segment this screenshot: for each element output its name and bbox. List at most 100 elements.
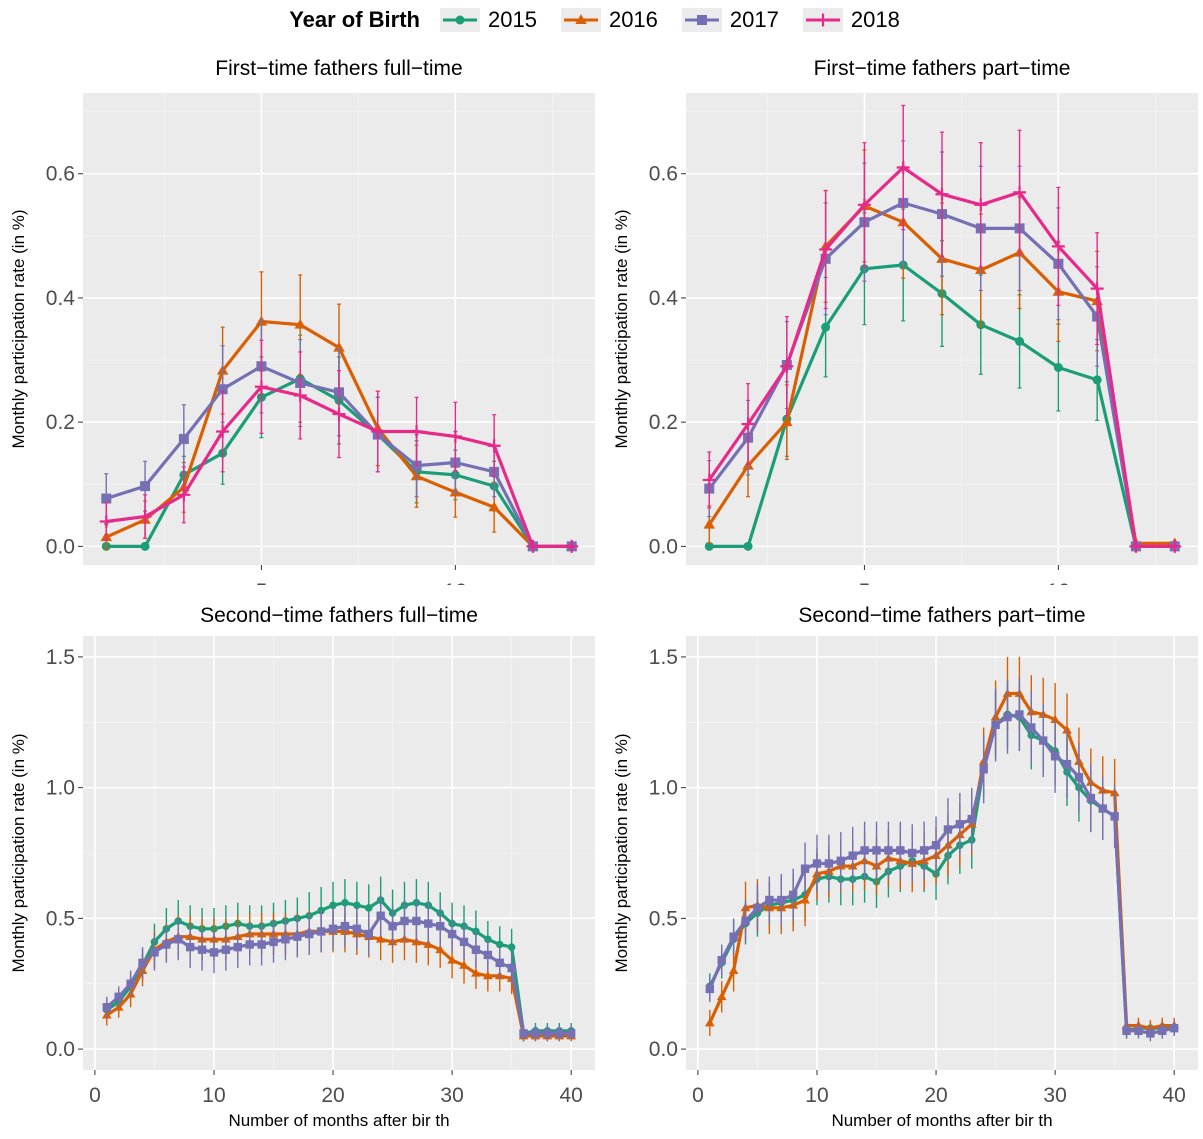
legend-label-2015: 2015: [488, 7, 537, 32]
data-point: [333, 341, 345, 352]
data-point: [780, 359, 794, 373]
data-point: [872, 846, 881, 855]
x-tick-label: 5: [859, 580, 871, 585]
x-tick-label: 40: [560, 1084, 583, 1107]
data-point: [1013, 185, 1027, 199]
data-point: [896, 161, 910, 175]
chart-panel-first-part: First−time fathers part−time 0.0 0.2 0.4 0.6…: [612, 57, 1198, 585]
data-point: [329, 901, 337, 910]
data-point: [974, 198, 988, 212]
data-point: [471, 968, 481, 977]
data-point: [435, 944, 446, 954]
y-axis-label: Monthly participation rate (in %): [612, 209, 631, 448]
legend-item-2018: 2018: [802, 7, 900, 33]
data-point: [376, 911, 385, 920]
data-point: [1122, 1026, 1131, 1035]
y-axis-label: Monthly participation rate (in %): [9, 209, 28, 448]
y-tick-label: 0.0: [46, 535, 75, 558]
panel-title: Second−time fathers full−time: [200, 604, 478, 627]
x-tick-label: 5: [256, 580, 268, 585]
y-tick-label: 1.5: [46, 646, 75, 669]
legend-key-2016: [560, 8, 601, 32]
data-point: [836, 856, 845, 866]
data-point: [1129, 539, 1143, 553]
data-point: [566, 1029, 576, 1038]
legend-key-2015: [440, 8, 480, 32]
data-point: [209, 948, 219, 957]
x-tick-label: 10: [202, 1084, 225, 1107]
data-point: [114, 992, 123, 1001]
series-line: [105, 898, 572, 1035]
data-point: [412, 916, 421, 926]
data-point: [919, 846, 929, 855]
y-tick-label: 1.0: [649, 777, 678, 800]
series-2018: [99, 339, 579, 553]
data-point: [294, 318, 306, 329]
data-point: [352, 924, 362, 934]
data-point: [483, 950, 493, 960]
data-point: [1050, 714, 1060, 724]
data-point: [821, 322, 831, 332]
data-point: [824, 859, 834, 868]
data-point: [819, 243, 833, 257]
legend-item-2015: 2015: [440, 7, 537, 33]
data-point: [400, 916, 409, 926]
data-point: [410, 424, 424, 438]
data-point: [1110, 812, 1119, 821]
data-point: [487, 439, 501, 453]
data-point: [254, 380, 268, 394]
data-point: [728, 965, 739, 975]
data-point: [459, 960, 469, 969]
data-point: [1003, 712, 1012, 722]
data-point: [126, 979, 135, 988]
data-point: [1062, 725, 1072, 734]
data-point: [931, 840, 941, 850]
legend-label-2017: 2017: [729, 7, 779, 32]
x-tick-label: 10: [805, 1084, 828, 1107]
chart-panel-second-full: Second−time fathers full−time 0.0 0.5 1.0 1.…: [9, 604, 595, 1130]
data-point: [233, 942, 242, 952]
data-point: [717, 955, 726, 965]
data-point: [741, 916, 750, 926]
series-line: [105, 914, 572, 1035]
data-point: [436, 922, 445, 931]
data-point: [340, 922, 350, 931]
data-point: [955, 820, 965, 829]
data-point: [1027, 723, 1036, 732]
data-point: [896, 846, 905, 855]
legend-key-2018: [802, 8, 843, 32]
y-axis-label: Monthly participation rate (in %): [612, 733, 631, 972]
data-point: [140, 541, 150, 551]
data-point: [245, 940, 254, 949]
data-point: [221, 945, 231, 954]
data-point: [967, 814, 976, 824]
data-point: [1086, 793, 1096, 803]
y-tick-label: 0.6: [649, 163, 678, 186]
data-point: [364, 929, 373, 939]
legend-key-marker: [816, 13, 830, 27]
x-tick-label: 10: [1047, 580, 1070, 585]
series-2017: [102, 894, 576, 1042]
data-point: [140, 481, 151, 492]
data-point: [447, 929, 457, 939]
data-point: [860, 846, 869, 855]
data-point: [507, 943, 516, 951]
data-point: [800, 895, 810, 904]
data-point: [526, 539, 540, 553]
series-line: [708, 691, 1175, 1030]
y-tick-label: 1.0: [46, 777, 75, 800]
data-point: [1015, 336, 1025, 346]
legend-key-marker: [696, 15, 707, 25]
data-point: [729, 932, 738, 941]
x-axis-label: Number of months after bir th: [228, 1111, 449, 1130]
x-tick-label: 40: [1163, 1084, 1186, 1107]
data-point: [471, 945, 481, 954]
data-point: [781, 416, 793, 427]
panel-title: First−time fathers full−time: [215, 57, 462, 80]
data-point: [341, 898, 349, 907]
data-point: [812, 859, 822, 868]
data-point: [99, 515, 113, 529]
data-point: [216, 424, 230, 438]
data-point: [705, 984, 715, 994]
